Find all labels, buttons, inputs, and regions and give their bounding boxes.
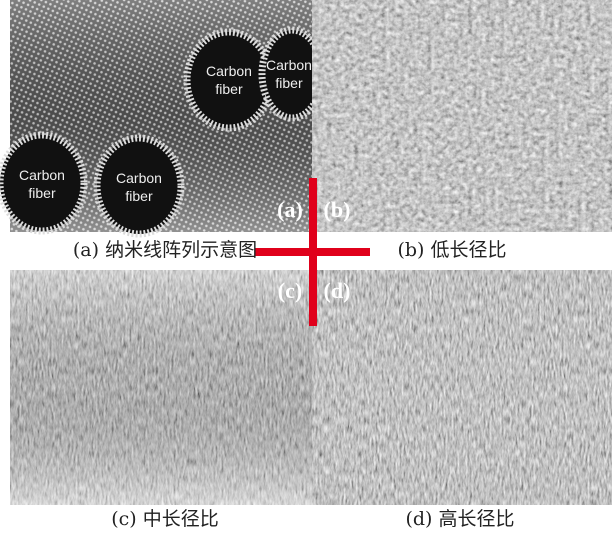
caption: (b) 低长径比	[397, 239, 506, 261]
caption: (c) 中长径比	[111, 508, 219, 530]
fiber-label: Carbon	[116, 170, 162, 186]
panel-d-image	[312, 270, 612, 505]
fiber-label: Carbon	[266, 57, 312, 73]
panel-tag: (c)	[278, 278, 302, 303]
panel-tag: (a)	[277, 197, 303, 222]
panel-c-shade	[10, 270, 312, 505]
fiber-label: fiber	[125, 188, 153, 204]
fiber-label: Carbon	[206, 63, 252, 79]
panel-tag: (d)	[324, 278, 351, 303]
panel-tag: (b)	[324, 197, 351, 222]
fiber-label: fiber	[275, 75, 303, 91]
caption: (d) 高长径比	[405, 508, 514, 530]
fiber-label: fiber	[28, 185, 56, 201]
figure: Carbon fiber Carbon fiber Carbon fiber Carbon f…	[0, 0, 612, 534]
divider-horizontal	[255, 248, 370, 256]
fiber-label: fiber	[215, 81, 243, 97]
fiber-label: Carbon	[19, 167, 65, 183]
panel-b-image	[312, 0, 612, 232]
caption: (a) 纳米线阵列示意图	[73, 239, 257, 261]
